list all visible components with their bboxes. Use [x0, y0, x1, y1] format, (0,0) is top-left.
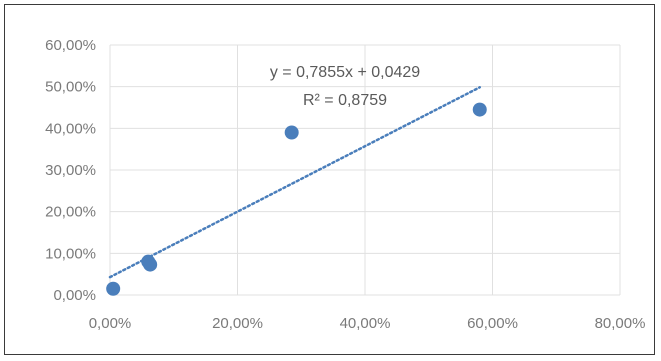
data-point	[106, 282, 120, 296]
y-tick-label: 20,00%	[45, 204, 96, 221]
y-tick-label: 60,00%	[45, 37, 96, 54]
data-point	[143, 258, 157, 272]
trendline-equation: y = 0,7855x + 0,0429	[270, 64, 420, 81]
y-tick-label: 30,00%	[45, 162, 96, 179]
grid-lines	[110, 45, 620, 295]
y-tick-label: 0,00%	[53, 287, 96, 304]
x-tick-label: 20,00%	[212, 315, 263, 332]
y-tick-label: 50,00%	[45, 79, 96, 96]
y-tick-label: 40,00%	[45, 120, 96, 137]
y-axis-ticks: 0,00% 10,00% 20,00% 30,00% 40,00% 50,00% 60,00…	[45, 37, 96, 304]
data-point	[285, 126, 299, 140]
x-axis-ticks: 0,00% 20,00% 40,00% 60,00% 80,00%	[89, 315, 646, 332]
x-tick-label: 40,00%	[340, 315, 391, 332]
x-tick-label: 80,00%	[595, 315, 646, 332]
x-tick-label: 60,00%	[467, 315, 518, 332]
trendline	[110, 87, 480, 277]
y-tick-label: 10,00%	[45, 245, 96, 262]
data-point	[473, 103, 487, 117]
x-tick-label: 0,00%	[89, 315, 132, 332]
data-points	[106, 103, 487, 296]
trendline-r2: R² = 0,8759	[303, 92, 387, 109]
